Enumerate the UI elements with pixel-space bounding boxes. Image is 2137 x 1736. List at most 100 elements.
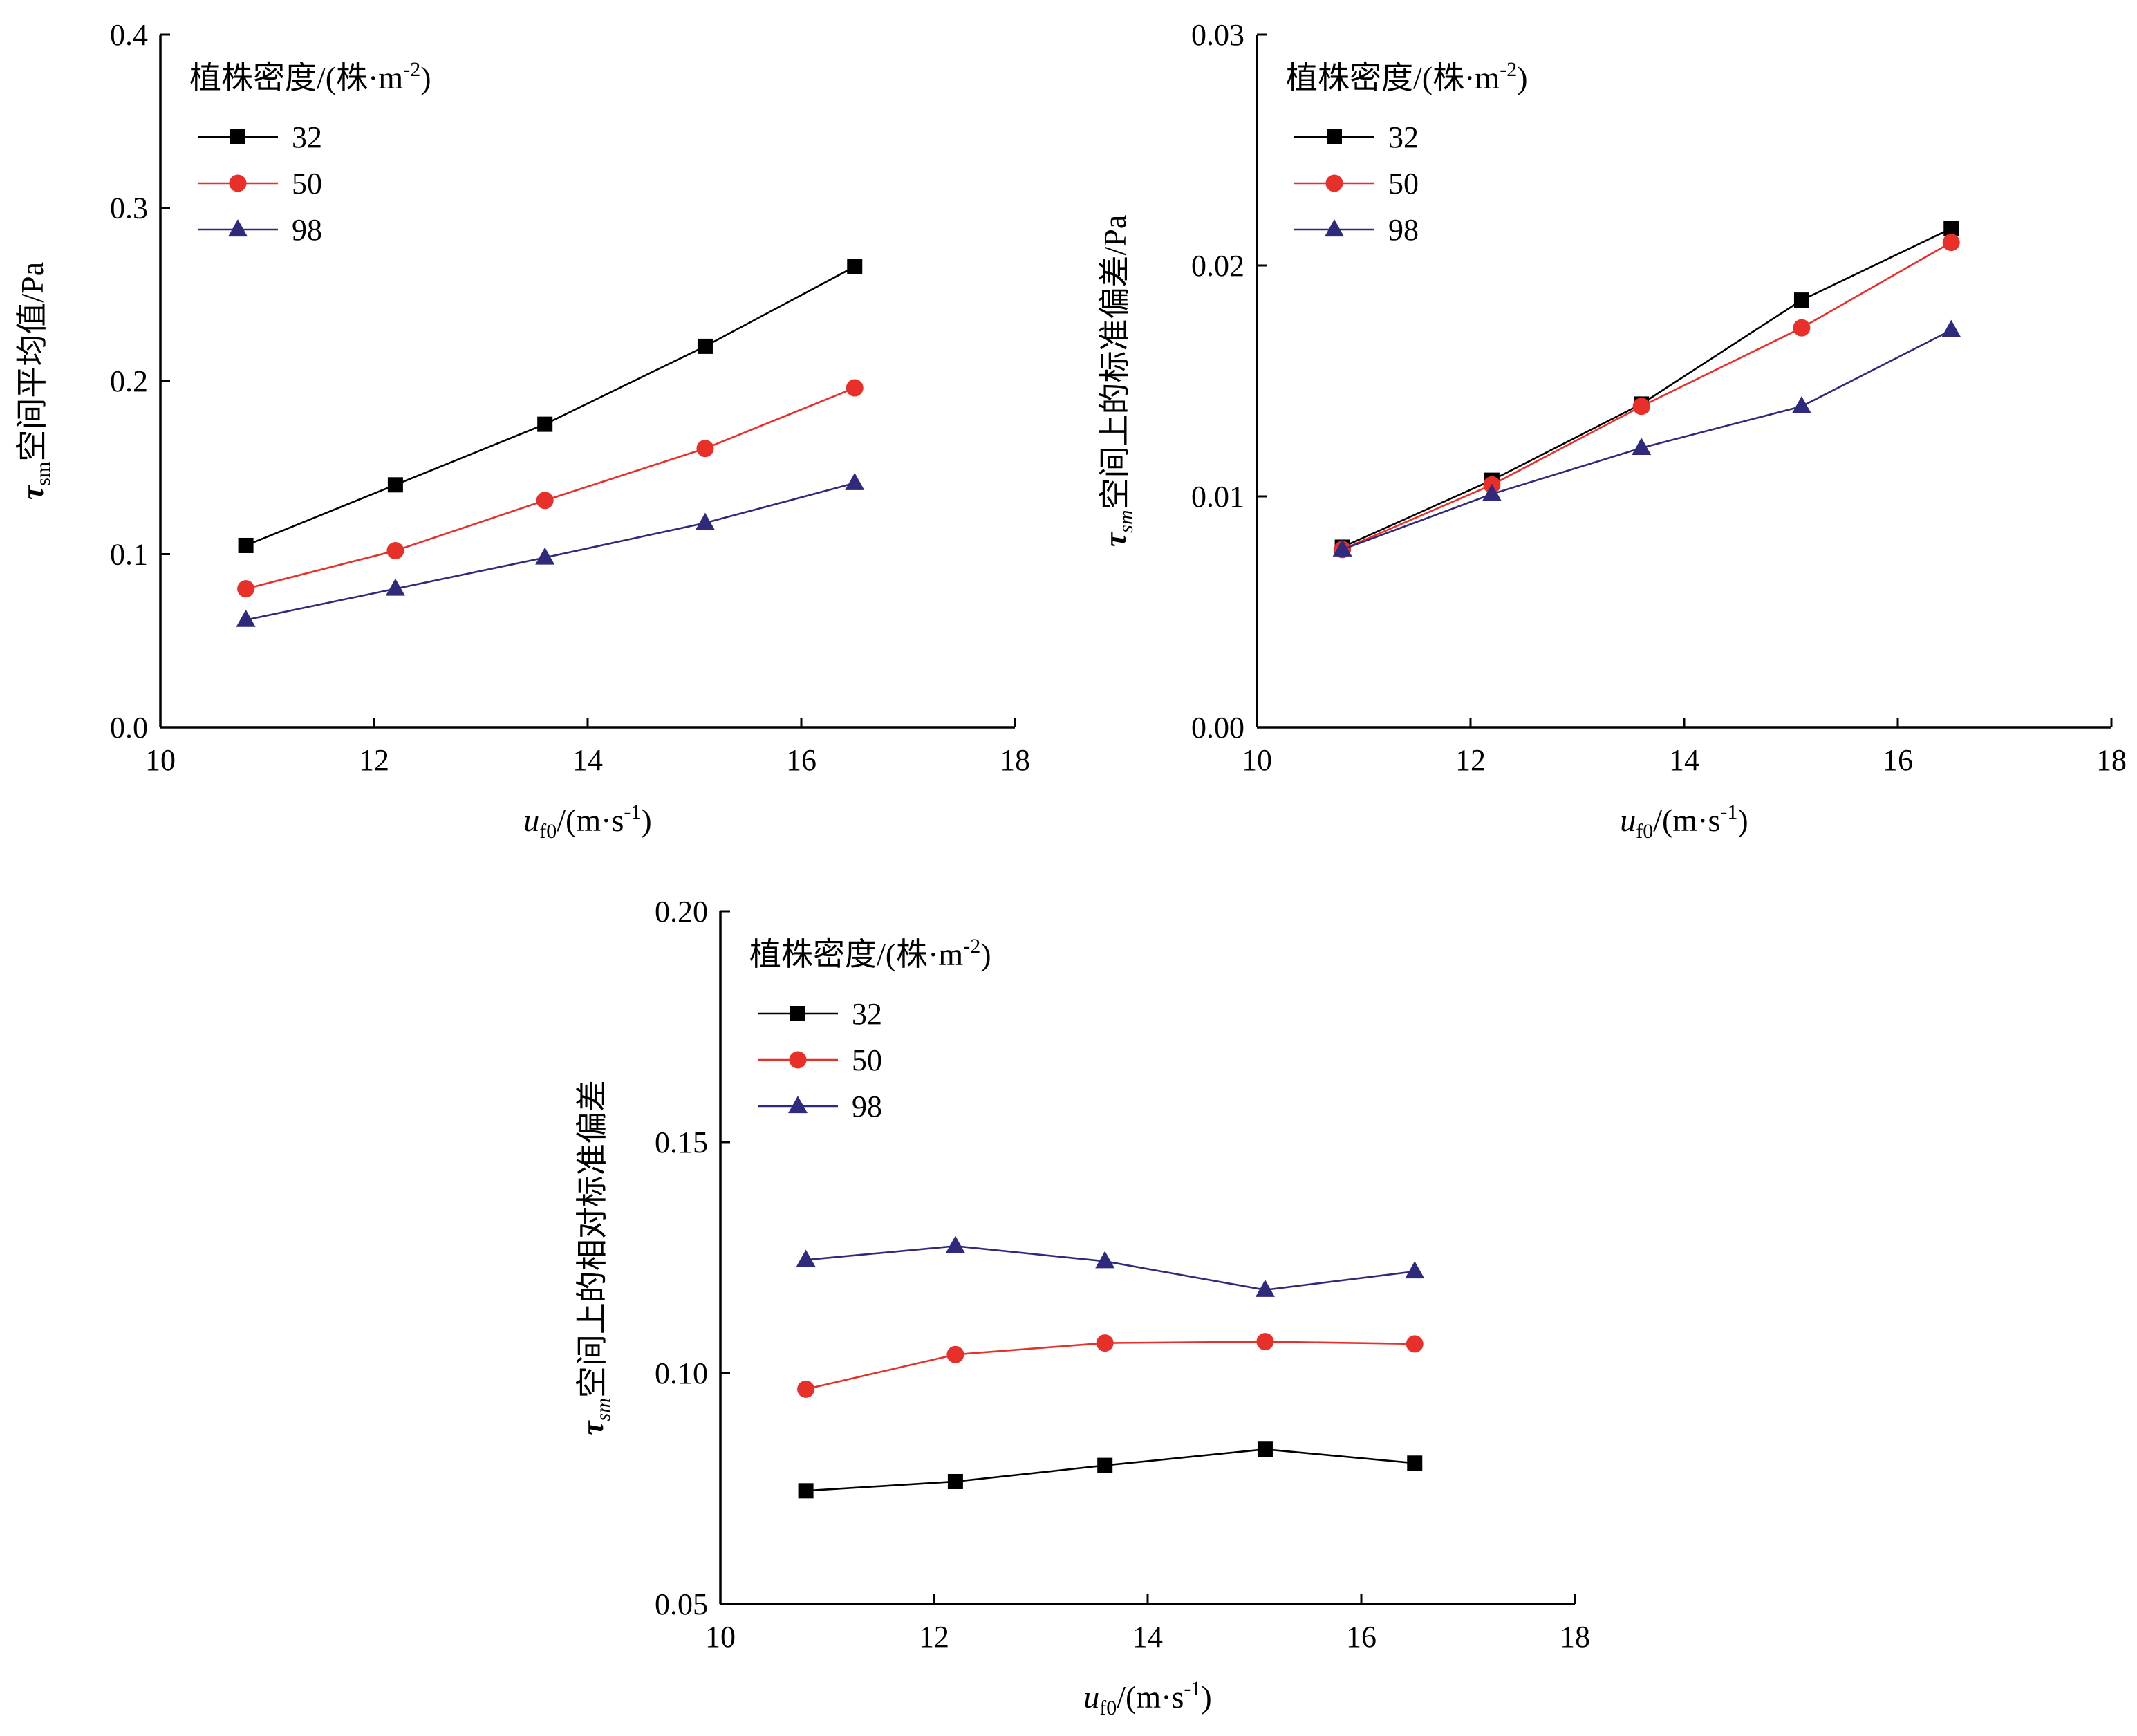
data-point-50 — [946, 1345, 964, 1363]
data-point-50 — [1793, 319, 1811, 337]
y-tick-label: 0.15 — [655, 1126, 708, 1159]
data-point-98 — [1405, 1261, 1425, 1279]
x-tick-label: 10 — [145, 743, 176, 777]
data-point-32 — [1793, 292, 1809, 308]
data-point-98 — [845, 472, 865, 490]
data-point-32 — [1943, 221, 1959, 236]
chart-spatial-std: 10 12 14 16 18 0.00 0.01 0.02 0.03 uf0/(m·s-1) τsm… — [1097, 18, 2127, 843]
y-tick-label: 0.20 — [655, 895, 708, 928]
series-line-32 — [1342, 227, 1952, 548]
data-point-98 — [236, 609, 256, 627]
legend-marker-32 — [230, 129, 245, 144]
data-point-50 — [797, 1380, 815, 1398]
x-tick-label: 12 — [1455, 743, 1486, 777]
chart-relative-std: 10 12 14 16 18 0.05 0.10 0.15 0.20 uf0/(m·s-1) τsm… — [575, 895, 1590, 1719]
x-tick-label: 10 — [1242, 743, 1272, 777]
x-tick-label: 16 — [1346, 1620, 1377, 1654]
y-tick-label: 0.4 — [110, 18, 148, 52]
y-tick-label: 0.0 — [110, 711, 148, 745]
data-point-32 — [947, 1473, 963, 1489]
data-point-32 — [238, 537, 254, 553]
series-line-50 — [1342, 241, 1952, 551]
data-point-50 — [386, 541, 404, 559]
x-axis-title: uf0/(m·s-1) — [523, 801, 651, 843]
legend-marker-50 — [789, 1051, 807, 1069]
legend-label-32: 32 — [1388, 120, 1419, 154]
data-point-50 — [1942, 234, 1960, 252]
x-axis-title: uf0/(m·s-1) — [1620, 801, 1748, 843]
data-point-32 — [1257, 1441, 1273, 1457]
legend-label-50: 50 — [852, 1043, 882, 1077]
x-tick-label: 12 — [919, 1620, 949, 1654]
data-point-50 — [237, 580, 255, 598]
legend-marker-98 — [788, 1096, 808, 1114]
x-tick-label: 12 — [359, 743, 389, 777]
x-tick-label: 18 — [2096, 743, 2127, 777]
legend-label-50: 50 — [1388, 167, 1419, 200]
data-point-98 — [385, 578, 405, 596]
series-line-98 — [1342, 329, 1952, 551]
y-axis-title: τsm空间上的标准偏差/Pa — [1097, 215, 1137, 548]
x-tick-label: 14 — [1132, 1620, 1163, 1654]
legend-label-98: 98 — [852, 1090, 882, 1123]
data-point-98 — [1632, 437, 1652, 455]
y-tick-label: 0.1 — [110, 538, 148, 572]
legend-label-32: 32 — [292, 120, 322, 154]
data-point-98 — [796, 1249, 816, 1267]
data-point-98 — [535, 547, 555, 565]
x-tick-label: 10 — [705, 1620, 736, 1654]
data-point-98 — [1791, 395, 1811, 413]
y-tick-label: 0.00 — [1191, 711, 1244, 745]
y-tick-label: 0.03 — [1191, 18, 1244, 52]
y-tick-label: 0.3 — [110, 192, 148, 225]
data-point-50 — [1096, 1334, 1114, 1352]
legend-title: 植株密度/(株·m-2) — [749, 935, 991, 972]
legend-marker-32 — [1327, 129, 1342, 144]
y-axis-title: τsm空间平均值/Pa — [15, 262, 55, 500]
legend-marker-32 — [790, 1006, 805, 1021]
data-point-32 — [1407, 1455, 1423, 1471]
data-point-32 — [1097, 1457, 1113, 1473]
legend-label-98: 98 — [292, 213, 322, 247]
chart-spatial-mean: 10 12 14 16 18 0.0 0.1 0.2 0.3 0.4 uf0/(m·s-1) τsm空… — [15, 18, 1030, 843]
legend-title: 植株密度/(株·m-2) — [1286, 58, 1528, 95]
legend-title: 植株密度/(株·m-2) — [189, 58, 431, 95]
legend-label-50: 50 — [292, 167, 322, 200]
y-tick-label: 0.05 — [655, 1587, 708, 1621]
data-point-32 — [387, 477, 403, 493]
data-point-50 — [1256, 1333, 1274, 1351]
x-tick-label: 16 — [1883, 743, 1913, 777]
data-point-32 — [798, 1483, 814, 1499]
data-point-98 — [1095, 1251, 1115, 1269]
data-point-50 — [846, 379, 864, 397]
data-point-98 — [945, 1235, 965, 1253]
y-tick-label: 0.2 — [110, 364, 148, 398]
x-tick-label: 18 — [1560, 1620, 1590, 1654]
legend-label-32: 32 — [852, 997, 882, 1031]
data-point-32 — [697, 338, 713, 354]
x-tick-label: 14 — [1669, 743, 1699, 777]
data-point-98 — [1255, 1279, 1275, 1297]
legend-marker-98 — [1325, 219, 1344, 237]
y-tick-label: 0.10 — [655, 1356, 708, 1390]
x-axis-title: uf0/(m·s-1) — [1083, 1677, 1211, 1719]
data-point-98 — [1332, 539, 1352, 557]
y-tick-label: 0.01 — [1191, 480, 1244, 514]
legend-marker-50 — [1325, 174, 1343, 192]
data-point-98 — [695, 512, 715, 530]
data-point-32 — [537, 416, 553, 432]
data-point-50 — [696, 440, 714, 458]
y-axis-title: τsm空间上的相对标准偏差 — [575, 1080, 615, 1435]
y-tick-label: 0.02 — [1191, 249, 1244, 283]
data-point-50 — [1406, 1335, 1424, 1353]
data-point-98 — [1941, 319, 1961, 337]
x-tick-label: 18 — [1000, 743, 1030, 777]
data-point-98 — [1482, 483, 1502, 501]
legend-marker-98 — [228, 219, 248, 237]
legend-label-98: 98 — [1388, 213, 1419, 247]
data-point-32 — [847, 259, 863, 274]
x-tick-label: 16 — [786, 743, 816, 777]
data-point-50 — [1632, 398, 1650, 416]
x-tick-label: 14 — [572, 743, 603, 777]
